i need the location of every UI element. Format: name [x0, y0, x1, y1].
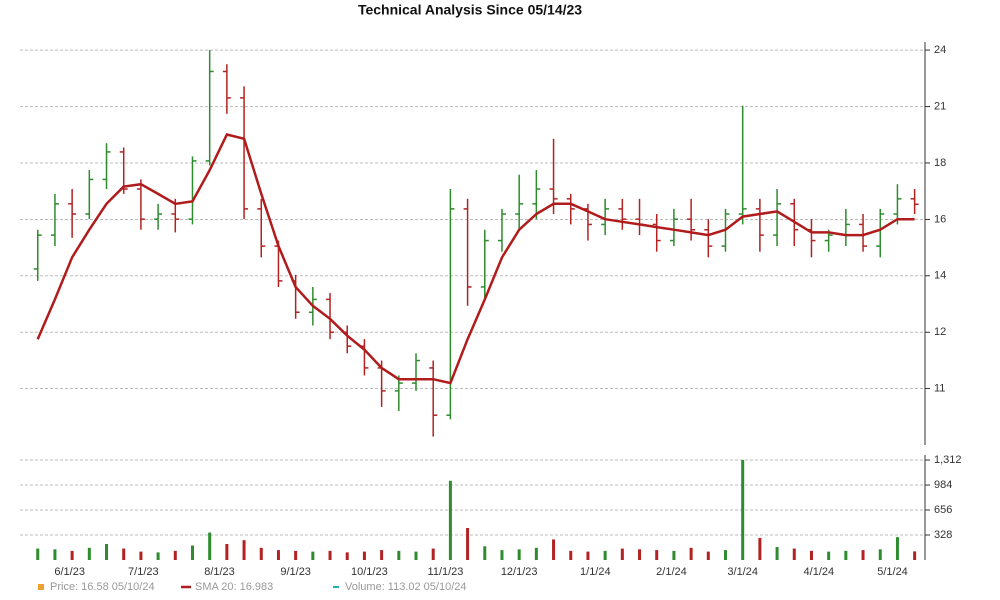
volume-bar: [844, 550, 848, 560]
volume-bar: [809, 550, 813, 560]
x-tick-label: 6/1/23: [54, 566, 85, 578]
volume-bar: [380, 550, 384, 560]
x-tick-label: 2/1/24: [656, 566, 687, 578]
volume-bar: [878, 549, 882, 560]
volume-bar: [225, 543, 229, 560]
volume-bar: [70, 550, 74, 560]
volume-bar: [53, 549, 57, 560]
legend-label: SMA 20: 16.983: [195, 581, 273, 593]
volume-bar: [190, 545, 194, 560]
volume-bar: [397, 550, 401, 560]
volume-bar: [689, 547, 693, 560]
x-tick-label: 4/1/24: [804, 566, 835, 578]
volume-bar: [345, 552, 349, 560]
volume-bar: [483, 546, 487, 560]
y-tick-label: 11: [934, 382, 945, 394]
x-tick-label: 9/1/23: [280, 566, 311, 578]
volume-bar: [775, 547, 779, 560]
volume-bar: [895, 537, 899, 560]
volume-bar: [242, 540, 246, 560]
volume-bar: [259, 547, 263, 560]
volume-bar: [603, 550, 607, 560]
volume-bar: [655, 550, 659, 560]
x-tick-label: 7/1/23: [128, 566, 159, 578]
y-tick-label: 12: [934, 326, 946, 338]
y-tick-label: 16: [934, 213, 946, 225]
y-tick-label: 14: [934, 270, 946, 282]
volume-bar: [672, 550, 676, 560]
volume-bar: [466, 527, 470, 560]
volume-bar: [36, 548, 40, 560]
volume-bar: [741, 460, 745, 560]
volume-bar: [276, 550, 280, 560]
x-tick-label: 1/1/24: [580, 566, 611, 578]
x-tick-label: 12/1/23: [501, 566, 538, 578]
volume-bar: [569, 550, 573, 560]
volume-bar: [517, 549, 521, 560]
volume-bar: [208, 532, 212, 560]
volume-bar: [122, 548, 126, 560]
volume-bar: [913, 551, 917, 560]
y-tick-label: 328: [934, 529, 952, 541]
volume-bar: [156, 552, 160, 560]
legend-label: Volume: 113.02 05/10/24: [345, 581, 467, 593]
legend-swatch: [38, 584, 44, 590]
volume-bar: [173, 550, 177, 560]
volume-bar: [328, 550, 332, 560]
volume-bar: [620, 548, 624, 560]
volume-bar: [139, 551, 143, 560]
volume-bar: [861, 550, 865, 560]
volume-bar: [638, 549, 642, 560]
volume-bar: [294, 550, 298, 560]
volume-bar: [792, 548, 796, 560]
volume-bar: [586, 551, 590, 560]
volume-bar: [362, 551, 366, 560]
x-tick-label: 5/1/24: [877, 566, 908, 578]
volume-bar: [414, 551, 418, 560]
y-tick-label: 18: [934, 157, 946, 169]
volume-bar: [534, 547, 538, 560]
volume-bar: [552, 539, 556, 560]
volume-bar: [448, 480, 452, 560]
y-tick-label: 984: [934, 479, 952, 491]
x-tick-label: 3/1/24: [727, 566, 758, 578]
volume-bar: [431, 548, 435, 560]
volume-bar: [723, 550, 727, 560]
volume-bar: [827, 551, 831, 560]
volume-bar: [87, 547, 91, 560]
volume-bar: [500, 550, 504, 560]
y-tick-label: 656: [934, 504, 952, 516]
y-tick-label: 21: [934, 100, 946, 112]
sma-line: [36, 133, 915, 385]
y-tick-label: 24: [934, 44, 946, 56]
chart-title: Technical Analysis Since 05/14/23: [358, 2, 582, 18]
x-tick-label: 8/1/23: [204, 566, 235, 578]
volume-bar: [311, 551, 315, 560]
volume-bar: [758, 537, 762, 560]
volume-bar: [706, 551, 710, 560]
x-tick-label: 11/1/23: [428, 566, 464, 578]
volume-bar: [105, 543, 109, 560]
x-tick-label: 10/1/23: [351, 566, 388, 578]
legend-label: Price: 16.58 05/10/24: [50, 581, 155, 593]
y-tick-label: 1,312: [934, 454, 962, 466]
